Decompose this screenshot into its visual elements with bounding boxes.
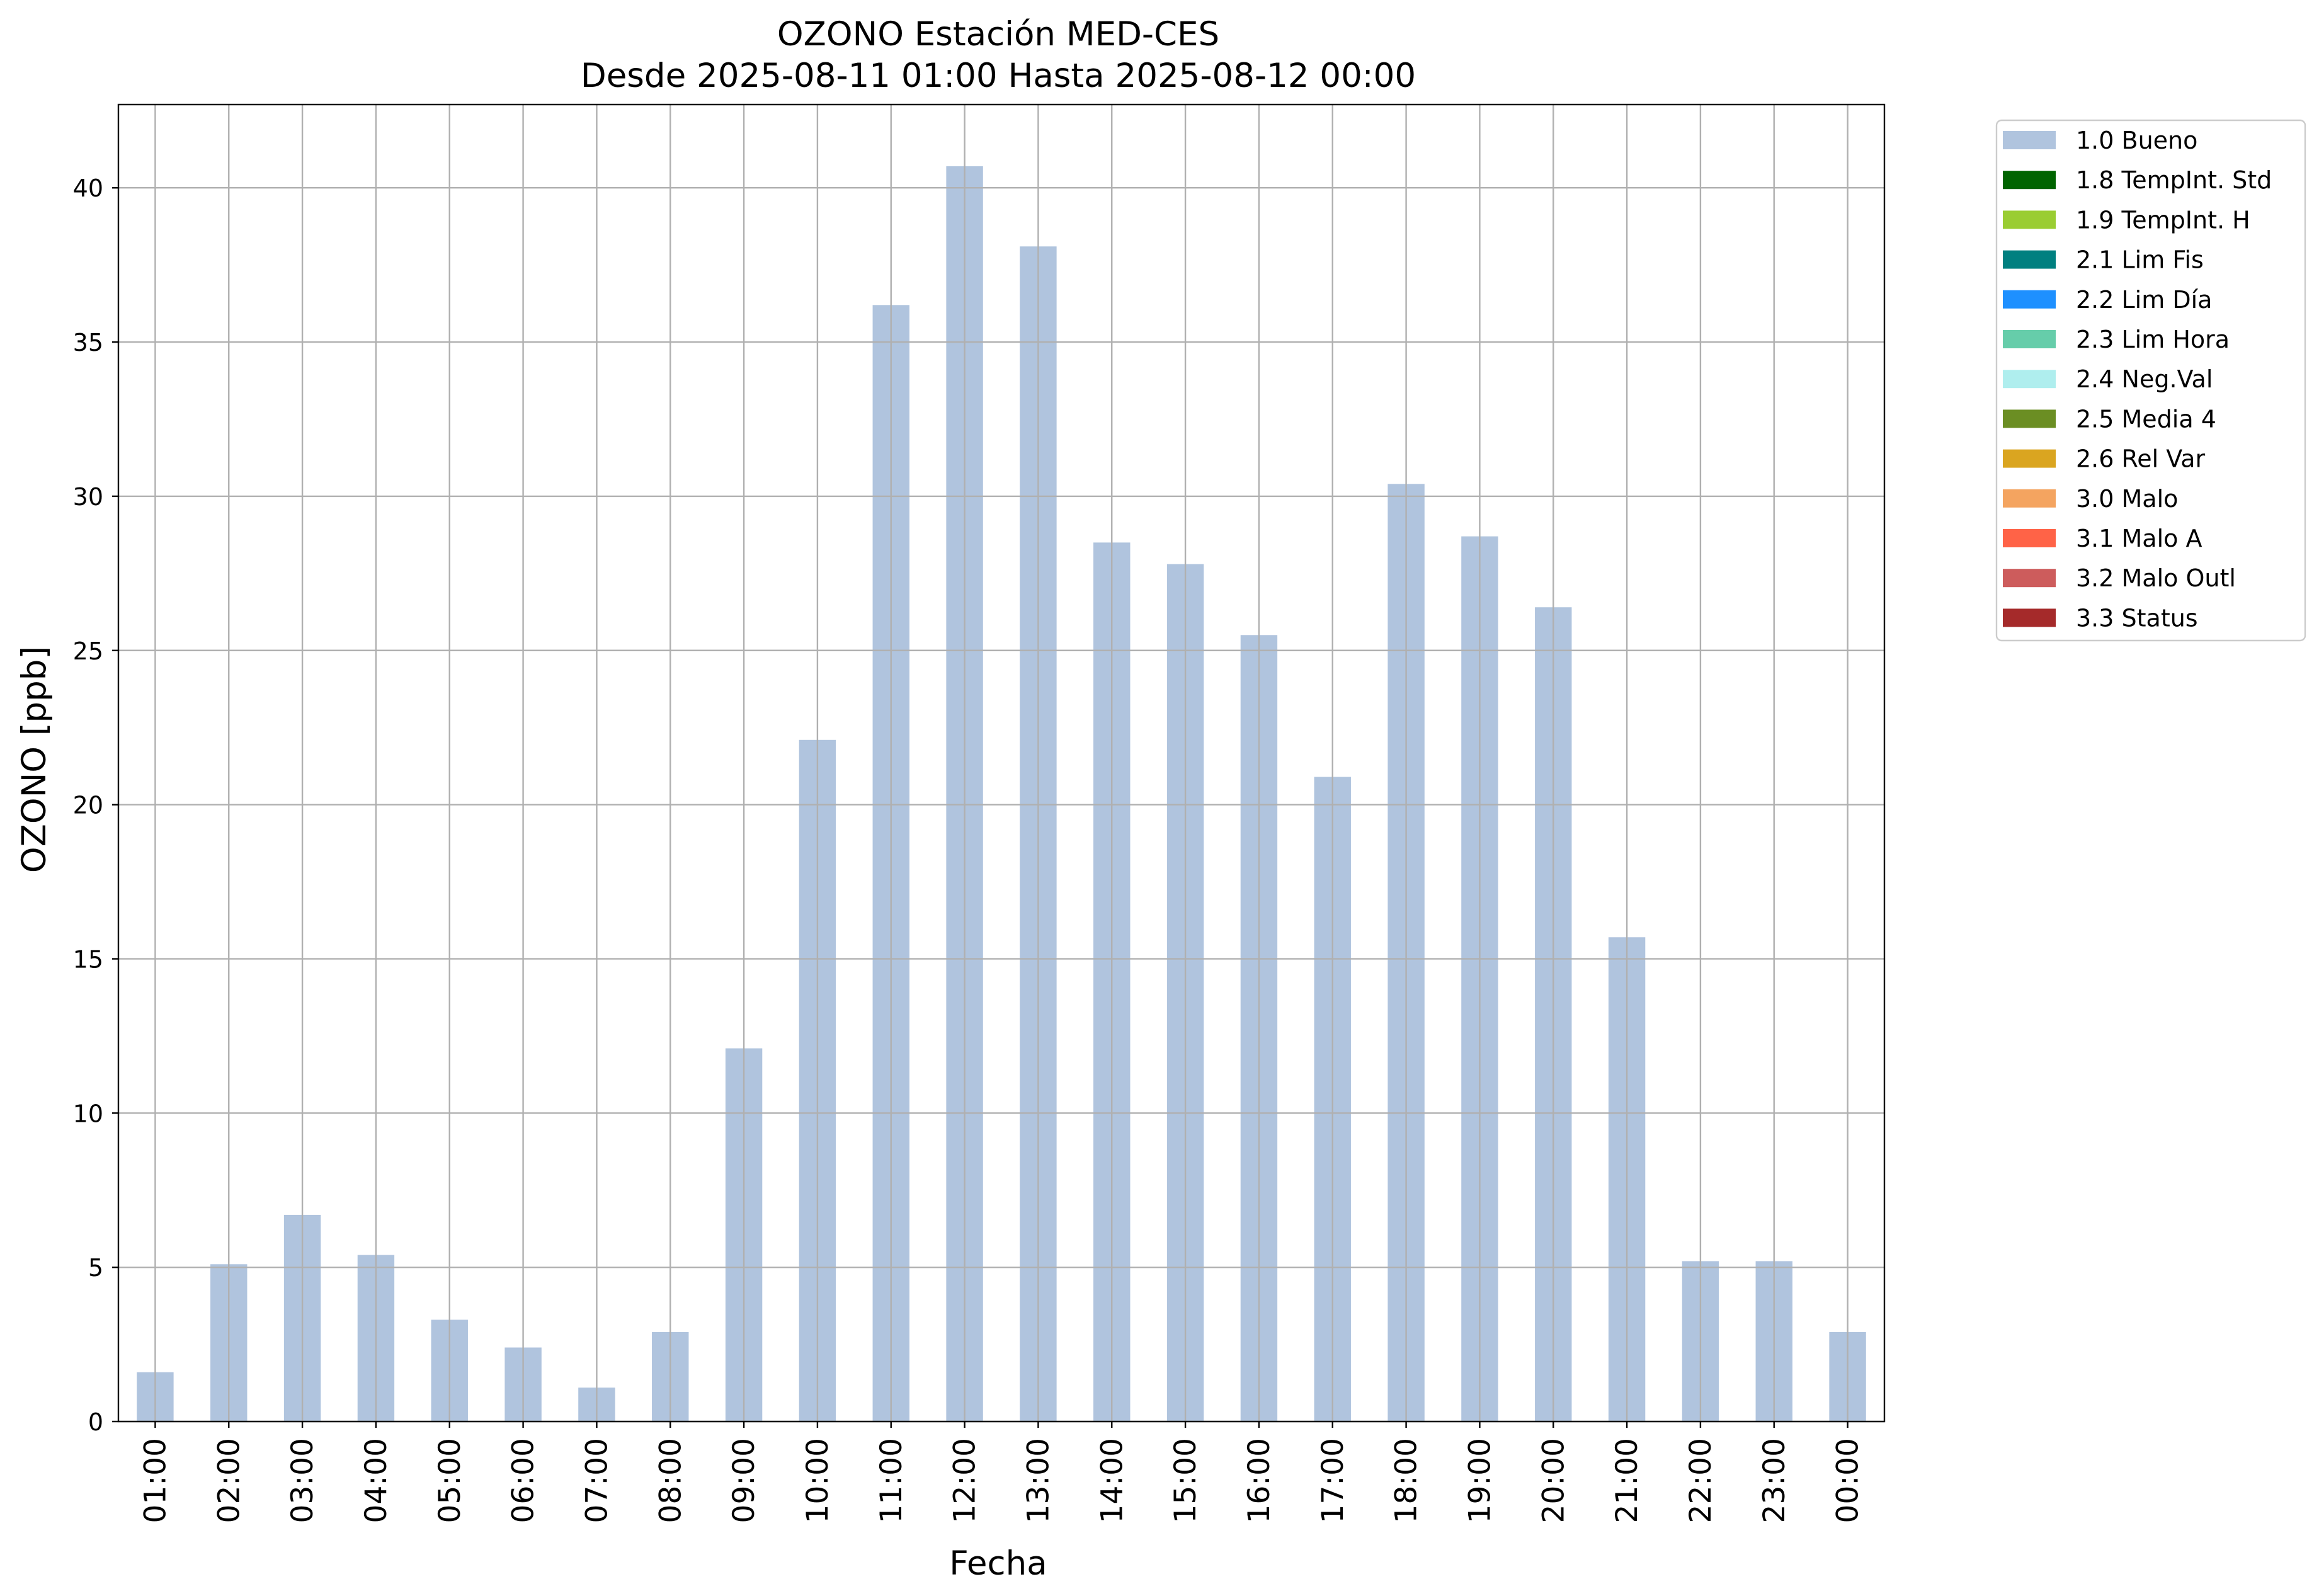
- x-tick-label: 22:00: [1684, 1438, 1718, 1523]
- legend-swatch: [2003, 250, 2056, 269]
- legend-label: 3.3 Status: [2076, 604, 2198, 632]
- y-tick-label: 30: [73, 483, 103, 511]
- y-tick-label: 25: [73, 637, 103, 665]
- chart-title: OZONO Estación MED-CES: [777, 15, 1219, 54]
- legend-label: 2.4 Neg.Val: [2076, 365, 2213, 393]
- legend-box: [1995, 119, 2306, 642]
- y-tick-label: 20: [73, 792, 103, 819]
- chart-subtitle: Desde 2025-08-11 01:00 Hasta 2025-08-12 …: [581, 57, 1416, 95]
- legend-swatch: [2003, 569, 2056, 588]
- x-tick-label: 13:00: [1021, 1438, 1056, 1523]
- y-tick-label: 40: [73, 174, 103, 202]
- y-axis-ticks: 0 5 10 15 20 25 30 35 40: [73, 174, 118, 1436]
- x-tick-label: 21:00: [1610, 1438, 1644, 1523]
- y-tick-label: 10: [73, 1100, 103, 1127]
- legend-swatch: [2003, 171, 2056, 190]
- x-tick-label: 02:00: [212, 1438, 246, 1523]
- legend-swatch: [2003, 529, 2056, 547]
- legend-label: 1.0 Bueno: [2076, 127, 2197, 154]
- x-tick-label: 06:00: [506, 1438, 541, 1523]
- x-tick-label: 09:00: [727, 1438, 761, 1523]
- x-tick-label: 00:00: [1831, 1438, 1866, 1523]
- legend-swatch: [2003, 409, 2056, 428]
- x-tick-label: 03:00: [285, 1438, 320, 1523]
- x-tick-label: 05:00: [433, 1438, 467, 1523]
- x-tick-label: 23:00: [1757, 1438, 1792, 1523]
- legend-label: 3.1 Malo A: [2076, 525, 2202, 552]
- x-tick-label: 12:00: [948, 1438, 983, 1523]
- x-tick-label: 14:00: [1095, 1438, 1129, 1523]
- x-tick-label: 16:00: [1242, 1438, 1277, 1523]
- bars: [137, 166, 1866, 1422]
- legend-label: 2.3 Lim Hora: [2076, 326, 2230, 353]
- x-tick-label: 07:00: [579, 1438, 614, 1523]
- x-tick-label: 20:00: [1536, 1438, 1571, 1523]
- legend-swatch: [2003, 290, 2056, 309]
- legend-label: 1.8 TempInt. Std: [2076, 166, 2272, 194]
- legend: 1.0 Bueno 1.8 TempInt. Std 1.9 TempInt. H 2…: [1995, 119, 2306, 642]
- x-tick-label: 11:00: [874, 1438, 909, 1523]
- legend-swatch: [2003, 489, 2056, 508]
- legend-label: 2.1 Lim Fis: [2076, 246, 2204, 274]
- y-axis-label: OZONO [ppb]: [15, 646, 54, 873]
- x-tick-label: 08:00: [653, 1438, 688, 1523]
- y-tick-label: 0: [88, 1408, 103, 1436]
- x-tick-label: 18:00: [1389, 1438, 1424, 1523]
- legend-swatch: [2003, 449, 2056, 468]
- x-axis-label: Fecha: [949, 1544, 1047, 1583]
- legend-swatch: [2003, 210, 2056, 229]
- legend-swatch: [2003, 131, 2056, 149]
- y-tick-label: 15: [73, 945, 103, 973]
- legend-label: 1.9 TempInt. H: [2076, 206, 2250, 234]
- x-tick-label: 19:00: [1462, 1438, 1497, 1523]
- x-tick-label: 15:00: [1168, 1438, 1203, 1523]
- legend-swatch: [2003, 330, 2056, 348]
- y-tick-label: 35: [73, 329, 103, 356]
- legend-items: 1.0 Bueno 1.8 TempInt. Std 1.9 TempInt. H 2…: [2003, 127, 2272, 632]
- legend-swatch: [2003, 370, 2056, 389]
- legend-label: 2.2 Lim Día: [2076, 286, 2212, 314]
- x-tick-label: 17:00: [1316, 1438, 1350, 1523]
- x-tick-label: 04:00: [359, 1438, 394, 1523]
- legend-swatch: [2003, 608, 2056, 627]
- legend-label: 2.5 Media 4: [2076, 405, 2216, 433]
- plot-frame: [117, 103, 1886, 1423]
- legend-label: 3.2 Malo Outl: [2076, 564, 2236, 592]
- legend-label: 2.6 Rel Var: [2076, 445, 2206, 473]
- y-tick-label: 5: [88, 1254, 103, 1282]
- grid-lines: [118, 105, 1884, 1423]
- legend-label: 3.0 Malo: [2076, 485, 2178, 513]
- x-tick-label: 01:00: [138, 1438, 173, 1523]
- x-tick-label: 10:00: [801, 1438, 835, 1523]
- x-axis-ticks: 01:00 02:00 03:00 04:00 05:00 06:00 07:00 08:00…: [138, 1422, 1866, 1523]
